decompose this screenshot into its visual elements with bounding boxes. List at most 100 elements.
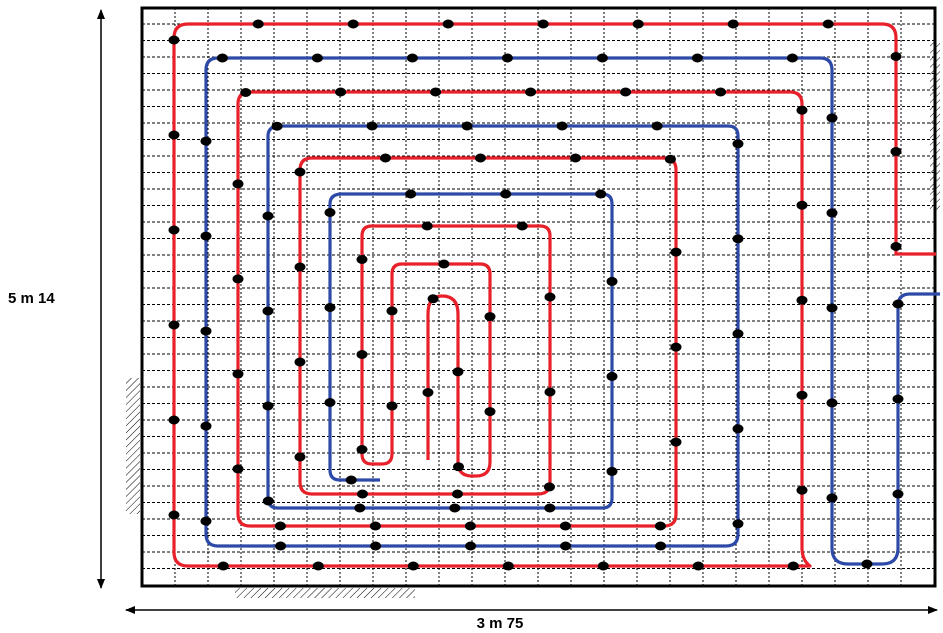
pipe-clip <box>500 189 512 199</box>
pipe-clip <box>370 541 382 551</box>
pipe-clip <box>826 208 838 218</box>
pipe-clip <box>822 19 834 29</box>
pipe-clip <box>168 320 180 330</box>
pipe-clip <box>732 424 744 434</box>
pipe-clip <box>796 105 808 115</box>
pipe-clip <box>168 415 180 425</box>
pipe-clip <box>453 462 464 472</box>
pipe-clip <box>654 521 666 531</box>
pipe-clip <box>465 541 477 551</box>
pipe-clip <box>655 541 667 551</box>
pipe-clip <box>311 53 323 63</box>
pipe-clip <box>380 153 391 163</box>
pipe-clip <box>324 208 336 217</box>
pipe-clip <box>556 121 568 131</box>
pipe-clip <box>347 19 359 29</box>
pipe-clip <box>294 357 306 367</box>
pipe-clip <box>461 121 473 131</box>
pipe-clip <box>324 398 336 407</box>
pipe-clip <box>732 139 744 149</box>
pipe-clip <box>787 561 799 571</box>
room-outline <box>140 6 937 588</box>
width-dimension: 3 m 75 <box>125 606 938 632</box>
pipe-clip <box>449 503 461 513</box>
pipe-clip <box>422 388 434 397</box>
pipe-clip <box>356 350 368 359</box>
pipe-clip <box>356 445 368 454</box>
pipe-clip <box>240 88 252 97</box>
pipe-clip <box>890 147 902 156</box>
pipe-clip <box>796 295 808 305</box>
pipe-clip <box>475 153 486 163</box>
floor-grid <box>142 8 935 586</box>
pipe-clip <box>262 211 274 221</box>
pipe-clip <box>262 401 274 411</box>
pipe-clip <box>890 242 902 251</box>
pipe-clip <box>200 231 212 241</box>
pipe-clip <box>271 121 283 131</box>
pipe-clip <box>544 387 556 397</box>
pipe-clip <box>543 482 555 492</box>
pipe-clip <box>407 561 419 571</box>
pipe-clip <box>345 475 357 485</box>
pipe-clip <box>796 200 808 210</box>
pipe-clip <box>294 167 306 177</box>
pipe-clip <box>596 53 608 63</box>
pipe-clip <box>727 19 739 29</box>
pipe-clip <box>294 262 306 272</box>
pipe-clip <box>452 489 463 499</box>
pipe-clip <box>386 401 398 411</box>
height-dimension: 5 m 14 <box>8 9 105 589</box>
pipe-clip <box>430 87 442 97</box>
pipe-clip <box>274 521 286 531</box>
pipe-clip <box>366 121 378 131</box>
pipe-clip <box>406 53 418 63</box>
pipe-clip <box>606 466 618 476</box>
pipe-clip <box>826 398 838 408</box>
pipe-clip <box>452 367 464 377</box>
pipe-clip <box>294 452 306 462</box>
pipe-clips <box>168 19 904 571</box>
pipe-clip <box>606 371 618 381</box>
height-dimension-label: 5 m 14 <box>8 290 55 307</box>
pipe-clip <box>732 519 744 529</box>
pipe-clip <box>892 489 904 499</box>
pipe-clip <box>502 561 514 571</box>
pipe-clip <box>200 516 212 526</box>
pipe-clip <box>252 19 264 29</box>
pipe-clip <box>216 53 228 63</box>
pipe-clip <box>442 19 454 29</box>
pipe-clip <box>275 541 287 551</box>
supply-pipe-circuit <box>172 22 936 568</box>
pipe-clip <box>356 255 368 264</box>
pipe-clip <box>692 561 704 571</box>
pipe-clip <box>357 489 368 499</box>
pipe-clip <box>232 274 244 284</box>
pipe-clip <box>892 394 904 404</box>
pipe-clip <box>200 136 212 146</box>
pipe-clip <box>421 221 433 231</box>
door-hatch-left <box>126 378 140 514</box>
pipe-clip <box>861 559 873 569</box>
pipe-clip <box>664 154 676 164</box>
pipe-clip <box>232 179 244 189</box>
pipe-clip <box>826 303 838 313</box>
pipe-clip <box>335 87 347 97</box>
pipe-clip <box>354 503 366 513</box>
pipe-clip <box>525 87 537 97</box>
pipe-clip <box>312 561 324 571</box>
pipe-clip <box>484 407 496 417</box>
pipe-clip <box>892 299 904 309</box>
pipe-clip <box>438 259 450 269</box>
pipe-clip <box>651 121 663 131</box>
pipe-clip <box>484 312 496 322</box>
pipe-clip <box>597 561 609 571</box>
pipe-clip <box>559 521 571 531</box>
pipe-clip <box>786 53 798 63</box>
pipe-clip <box>732 329 744 339</box>
pipe-clip <box>796 485 808 495</box>
pipe-clip <box>369 521 381 531</box>
pipe-clip <box>168 130 180 140</box>
pipe-clip <box>516 221 528 231</box>
